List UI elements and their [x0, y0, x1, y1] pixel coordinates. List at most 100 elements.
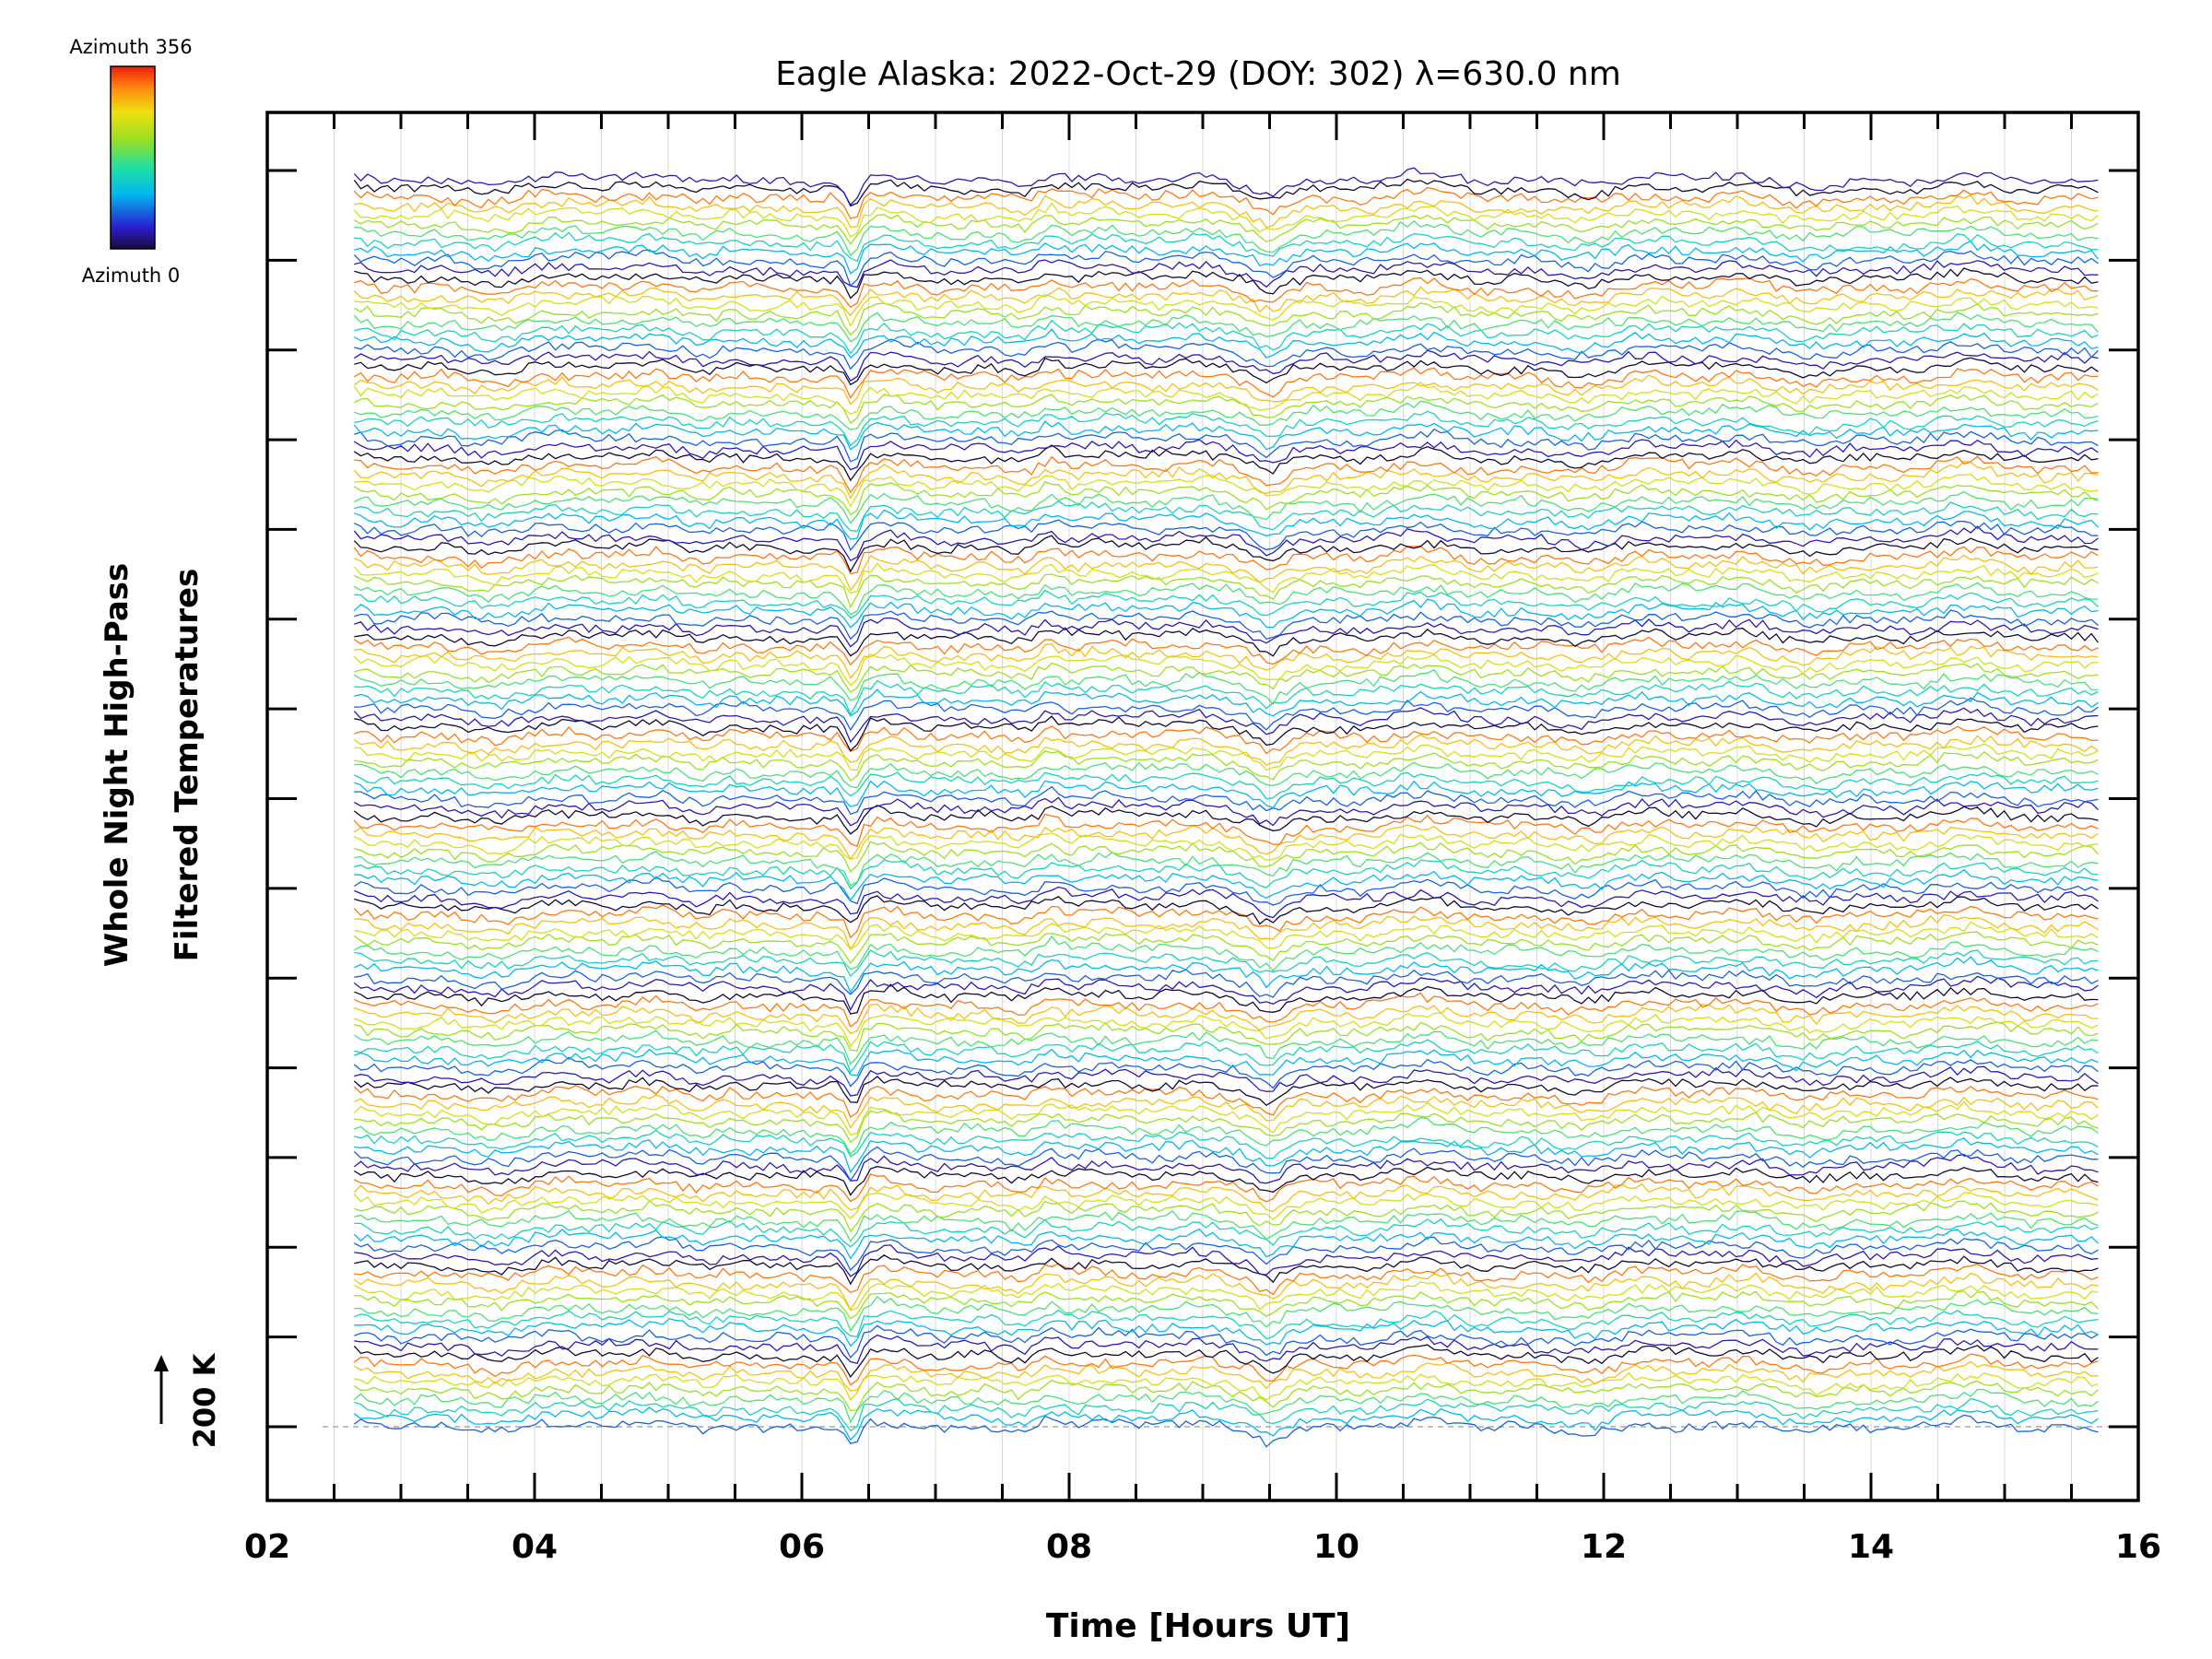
- series-line: [354, 194, 2099, 229]
- series-line: [354, 276, 2099, 309]
- series-line: [353, 535, 2099, 573]
- series-line: [354, 992, 2099, 1029]
- series-line: [353, 707, 2099, 744]
- colorbar-top-label: Azimuth 356: [69, 36, 192, 58]
- series-line: [353, 374, 2099, 406]
- series-line: [354, 780, 2099, 809]
- series-line: [354, 697, 2099, 732]
- series-line: [353, 444, 2099, 482]
- x-axis-label: Time [Hours UT]: [1046, 1607, 1350, 1645]
- series-line: [353, 653, 2099, 687]
- x-tick-label: 04: [512, 1528, 558, 1566]
- series-line: [353, 1379, 2099, 1412]
- series-line: [354, 859, 2099, 890]
- series-line: [353, 876, 2099, 906]
- series-line: [353, 1056, 2099, 1089]
- series-line: [353, 1146, 2099, 1182]
- series-line: [354, 1137, 2099, 1174]
- colorbar-bottom-label: Azimuth 0: [82, 265, 181, 287]
- series-line: [354, 1295, 2099, 1333]
- series-line: [354, 1244, 2099, 1277]
- series-line: [353, 1344, 2099, 1379]
- series-line: [354, 969, 2099, 998]
- series-line: [353, 734, 2099, 766]
- series-line: [353, 178, 2099, 207]
- series-line: [353, 582, 2099, 616]
- series-line: [354, 1003, 2099, 1035]
- series-line: [353, 1272, 2099, 1312]
- series-line: [353, 202, 2099, 238]
- series-line: [353, 598, 2099, 629]
- series-line: [354, 267, 2099, 300]
- y-label-line1: Whole Night High-Pass: [99, 563, 135, 968]
- series-line: [353, 636, 2099, 666]
- series-line: [354, 400, 2099, 431]
- series-line: [353, 186, 2099, 219]
- series-line: [353, 562, 2099, 594]
- series-line: [353, 525, 2099, 562]
- series-line: [353, 931, 2099, 965]
- scale-label: 200 K: [187, 1352, 222, 1448]
- series-line: [354, 410, 2099, 447]
- series-line: [353, 1281, 2099, 1312]
- series-line: [354, 1324, 2099, 1359]
- series-line: [354, 259, 2099, 288]
- series-line: [354, 715, 2099, 752]
- series-line: [354, 1116, 2099, 1155]
- series-line: [354, 1397, 2099, 1432]
- x-tick-label: 12: [1581, 1528, 1627, 1566]
- series-line: [354, 500, 2099, 532]
- series-line: [354, 1021, 2099, 1052]
- plot-frame: [265, 111, 2140, 1502]
- series-line: [353, 1153, 2099, 1184]
- x-tick-label: 14: [1848, 1528, 1894, 1566]
- series-line: [354, 832, 2099, 862]
- series-line: [354, 394, 2099, 425]
- series-line: [354, 761, 2099, 789]
- series-line: [353, 1030, 2099, 1065]
- series-line: [354, 679, 2099, 716]
- x-tick-label: 06: [779, 1528, 825, 1566]
- series-line: [354, 1094, 2099, 1129]
- series-line: [354, 983, 2099, 1015]
- series-line: [353, 349, 2099, 382]
- series-line: [354, 220, 2099, 257]
- series-line: [353, 490, 2099, 524]
- series-line: [353, 813, 2099, 847]
- series-line: [353, 904, 2099, 939]
- scale-indicator: 200 K: [154, 1352, 222, 1448]
- series-line: [354, 357, 2099, 386]
- series-line: [354, 338, 2099, 371]
- series-line: [354, 851, 2099, 887]
- scale-arrow-head: [154, 1355, 169, 1371]
- series-line: [354, 743, 2099, 771]
- series-line: [353, 935, 2099, 972]
- series-line: [354, 617, 2099, 648]
- series-line: [354, 519, 2099, 552]
- y-axis-label: Whole Night High-Pass Filtered Temperatu…: [99, 563, 206, 968]
- series-line: [354, 750, 2099, 782]
- x-tick-label: 16: [2115, 1528, 2161, 1566]
- x-tick-label: 02: [244, 1528, 290, 1566]
- series-line: [354, 688, 2099, 717]
- series-line: [353, 1182, 2099, 1213]
- series-line: [353, 382, 2099, 416]
- series-line: [354, 1290, 2099, 1320]
- series-line: [353, 771, 2099, 800]
- series-line: [354, 1065, 2099, 1097]
- series-line: [354, 956, 2099, 994]
- series-line: [353, 1236, 2099, 1272]
- series-line: [353, 439, 2099, 471]
- series-line: [354, 428, 2099, 463]
- chart-title: Eagle Alaska: 2022-Oct-29 (DOY: 302) λ=6…: [775, 55, 1621, 93]
- series-line: [353, 805, 2099, 835]
- series-line: [353, 1353, 2099, 1386]
- series-line: [353, 668, 2099, 706]
- series-line: [354, 1334, 2099, 1364]
- series-line: [354, 662, 2099, 693]
- series-line: [353, 1360, 2099, 1392]
- series-line: [354, 1048, 2099, 1077]
- series-line: [353, 1388, 2099, 1424]
- colorbar-gradient: [110, 65, 156, 250]
- series-line: [353, 302, 2099, 336]
